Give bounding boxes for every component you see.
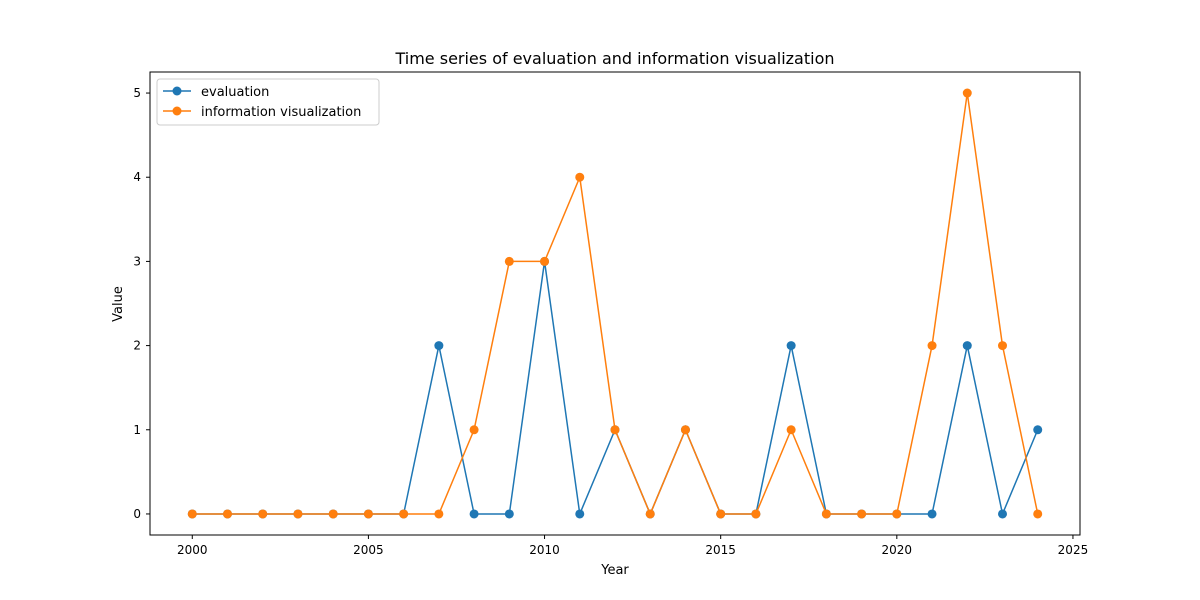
legend-item: evaluation	[163, 85, 269, 100]
y-axis: 0 1 2 3 4 5	[133, 86, 150, 521]
data-point	[645, 509, 655, 519]
data-point	[575, 172, 585, 182]
y-tick-label: 1	[133, 423, 141, 437]
legend-label: information visualization	[201, 105, 361, 120]
y-tick-label: 5	[133, 86, 141, 100]
data-point	[504, 256, 514, 266]
x-tick-label: 2020	[882, 543, 913, 557]
series-1	[187, 88, 1043, 519]
data-point	[469, 425, 479, 435]
plot-frame	[149, 71, 1081, 536]
series-line	[192, 92, 1039, 515]
data-point	[187, 509, 197, 519]
data-point	[962, 88, 972, 98]
y-tick-label: 3	[133, 254, 141, 268]
data-point	[786, 341, 796, 351]
chart-title: Time series of evaluation and informatio…	[394, 49, 834, 68]
data-point	[1033, 509, 1043, 519]
data-point	[857, 509, 867, 519]
data-point	[540, 256, 550, 266]
x-tick-label: 2010	[529, 543, 560, 557]
data-point	[399, 509, 409, 519]
data-point	[927, 509, 937, 519]
data-point	[575, 509, 585, 519]
legend-swatch-marker	[172, 106, 182, 116]
legend-label: evaluation	[201, 85, 269, 100]
series-0	[187, 256, 1043, 519]
data-point	[328, 509, 338, 519]
x-tick-label: 2015	[705, 543, 736, 557]
data-point	[293, 509, 303, 519]
data-point	[258, 509, 268, 519]
data-point	[751, 509, 761, 519]
data-point	[786, 425, 796, 435]
data-point	[434, 341, 444, 351]
data-point	[223, 509, 232, 519]
legend-item: information visualization	[163, 105, 361, 120]
data-point	[469, 509, 479, 519]
data-point	[821, 509, 831, 519]
legend-swatch-marker	[172, 86, 182, 96]
y-tick-label: 4	[133, 170, 141, 184]
series-line	[192, 260, 1039, 515]
x-axis: 2000 2005 2010 2015 2020 2025	[177, 535, 1088, 557]
x-tick-label: 2025	[1058, 543, 1089, 557]
data-point	[680, 425, 690, 435]
x-tick-label: 2000	[177, 543, 208, 557]
data-point	[998, 341, 1007, 351]
data-point	[363, 509, 373, 519]
data-point	[434, 509, 444, 519]
x-axis-label: Year	[600, 563, 629, 578]
data-point	[1033, 425, 1043, 435]
x-tick-label: 2005	[353, 543, 384, 557]
data-point	[504, 509, 514, 519]
y-axis-label: Value	[111, 286, 126, 322]
legend-frame	[156, 78, 380, 126]
data-point	[927, 341, 937, 351]
y-tick-label: 0	[133, 507, 141, 521]
data-point	[610, 425, 620, 435]
series-layer	[187, 88, 1043, 519]
legend: evaluation information visualization	[156, 78, 380, 126]
y-tick-label: 2	[133, 339, 141, 353]
data-point	[716, 509, 726, 519]
data-point	[962, 341, 972, 351]
data-point	[892, 509, 902, 519]
data-point	[998, 509, 1007, 519]
